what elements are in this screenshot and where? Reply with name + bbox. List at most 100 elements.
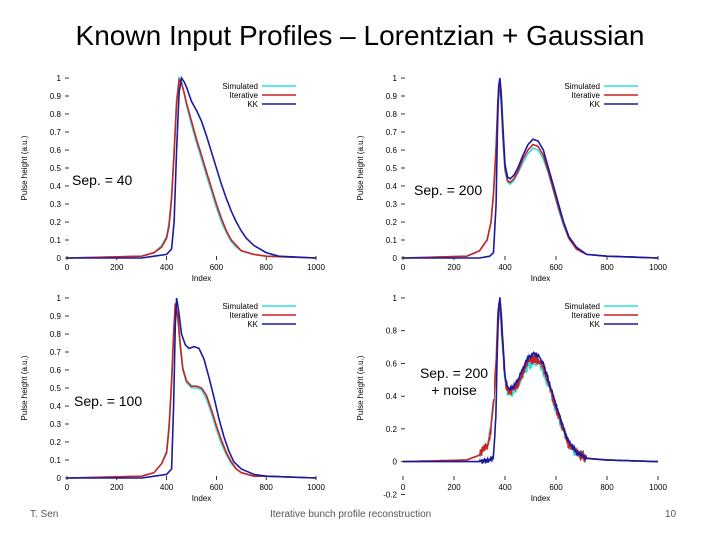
chart-svg: -0.2 0 0.2 0.4 0.6 0.8 1 0 200 400 600 800 1000 Index… [356,294,667,503]
y-tick-label: 0.8 [50,330,62,339]
y-tick-label: 0.3 [50,200,62,209]
separation-label: Sep. = 200 + noise [414,365,494,399]
y-tick-label: 0.8 [50,110,62,119]
x-tick-label: 200 [447,263,461,272]
x-axis-label: Index [531,494,551,503]
chart-panel-sep-40: 0 0.1 0.2 0.3 0.4 0.5 0.6 0.7 0.8 0.9 1 0 200 400 600 8… [0,60,340,290]
legend-label: Simulated [564,82,600,91]
y-axis-label: Pulse height (a.u.) [20,135,29,200]
x-tick-label: 600 [210,263,224,272]
y-tick-label: 0.6 [386,359,398,368]
y-tick-label: 1 [57,294,62,303]
series-line-kk [67,75,317,259]
y-tick-label: 0.1 [50,456,62,465]
y-tick-label: 0.2 [50,438,62,447]
series-line-iterative [66,303,317,479]
chart-svg: 0 0.1 0.2 0.3 0.4 0.5 0.6 0.7 0.8 0.9 1 0 200 400 600 8… [356,74,667,283]
legend-label: KK [589,320,600,329]
y-tick-label: 0 [57,474,62,483]
y-tick-label: 0.1 [50,236,62,245]
chart-svg: 0 0.1 0.2 0.3 0.4 0.5 0.6 0.7 0.8 0.9 1 0 200 400 600 8… [20,74,325,283]
y-tick-label: 0 [393,458,398,467]
y-tick-label: 0.8 [386,327,398,336]
series-line-kk [403,77,659,259]
y-tick-label: 0.4 [50,182,62,191]
y-tick-label: 0.5 [386,164,398,173]
x-tick-label: 800 [600,263,614,272]
y-tick-label: 0.1 [386,236,398,245]
x-tick-label: 400 [498,263,512,272]
x-tick-label: 800 [600,483,614,492]
series-line-kk [67,297,317,479]
y-tick-label: 0.7 [50,128,62,137]
chart-panel-sep-100: 0 0.1 0.2 0.3 0.4 0.5 0.6 0.7 0.8 0.9 1 0 200 400 600 8… [0,60,340,520]
legend-label: Simulated [564,302,600,311]
chart-panel-sep-200: 0 0.1 0.2 0.3 0.4 0.5 0.6 0.7 0.8 0.9 1 0 200 400 600 8… [0,60,680,290]
y-tick-label: 1 [393,74,398,83]
x-axis-label: Index [531,274,551,283]
x-tick-label: 1000 [307,483,325,492]
series-line-kk [403,297,658,465]
y-tick-label: 0.7 [50,348,62,357]
x-tick-label: 800 [260,483,274,492]
footer-page-number: 10 [665,509,677,520]
series-line-iterative [66,77,317,259]
separation-label: Sep. = 200 [412,182,485,199]
y-axis-label: Pulse height (a.u.) [20,355,29,420]
x-tick-label: 200 [447,483,461,492]
legend-label: KK [247,100,258,109]
x-tick-label: 1000 [649,263,667,272]
legend-label: Simulated [222,302,258,311]
y-tick-label: 0.5 [50,164,62,173]
x-tick-label: 800 [260,263,274,272]
y-tick-label: 0.4 [50,402,62,411]
legend-label: Iterative [572,91,601,100]
y-tick-label: 0.9 [386,92,398,101]
chart-svg: 0 0.1 0.2 0.3 0.4 0.5 0.6 0.7 0.8 0.9 1 0 200 400 600 8… [20,294,325,503]
y-tick-label: 0.6 [50,146,62,155]
y-tick-label: 1 [393,294,398,303]
y-tick-label: 0.9 [50,92,62,101]
x-tick-label: 1000 [307,263,325,272]
x-tick-label: 0 [65,483,70,492]
x-tick-label: 400 [498,483,512,492]
chart-panel-sep-200-noise: -0.2 0 0.2 0.4 0.6 0.8 1 0 200 400 600 800 1000 Index… [0,60,680,520]
x-axis-label: Index [192,274,212,283]
x-tick-label: 0 [65,263,70,272]
y-tick-label: 0.3 [386,200,398,209]
y-tick-label: 0.4 [386,392,398,401]
footer-author: T. Sen [30,509,59,520]
legend-label: KK [247,320,258,329]
x-tick-label: 200 [110,263,124,272]
x-axis-label: Index [192,494,212,503]
x-tick-label: 600 [549,483,563,492]
y-tick-label: 0.9 [50,312,62,321]
separation-label: Sep. = 100 [74,393,143,409]
y-tick-label: 0 [393,254,398,263]
x-tick-label: 400 [160,263,174,272]
y-tick-label: 0.6 [50,366,62,375]
y-tick-label: 0.2 [386,425,398,434]
y-tick-label: 0.5 [50,384,62,393]
legend-label: Iterative [230,311,259,320]
y-tick-label: 0.8 [386,110,398,119]
legend-label: Iterative [572,311,601,320]
y-tick-label: 0.6 [386,146,398,155]
y-tick-label: 0.4 [386,182,398,191]
y-axis-label: Pulse height (a.u.) [356,355,365,420]
legend-label: Iterative [230,91,259,100]
y-tick-label: 0.3 [50,420,62,429]
legend-label: KK [589,100,600,109]
x-tick-label: 1000 [649,483,667,492]
x-tick-label: 200 [110,483,124,492]
slide-title: Known Input Profiles – Lorentzian + Gaus… [75,20,645,51]
x-tick-label: 400 [160,483,174,492]
x-tick-label: 600 [210,483,224,492]
legend-label: Simulated [222,82,258,91]
y-tick-label: 0 [57,254,62,263]
y-tick-label: 0.2 [50,218,62,227]
separation-label: Sep. = 40 [72,172,133,188]
y-axis-label: Pulse height (a.u.) [356,135,365,200]
footer-title: Iterative bunch profile reconstruction [270,509,432,520]
y-tick-label: 0.2 [386,218,398,227]
